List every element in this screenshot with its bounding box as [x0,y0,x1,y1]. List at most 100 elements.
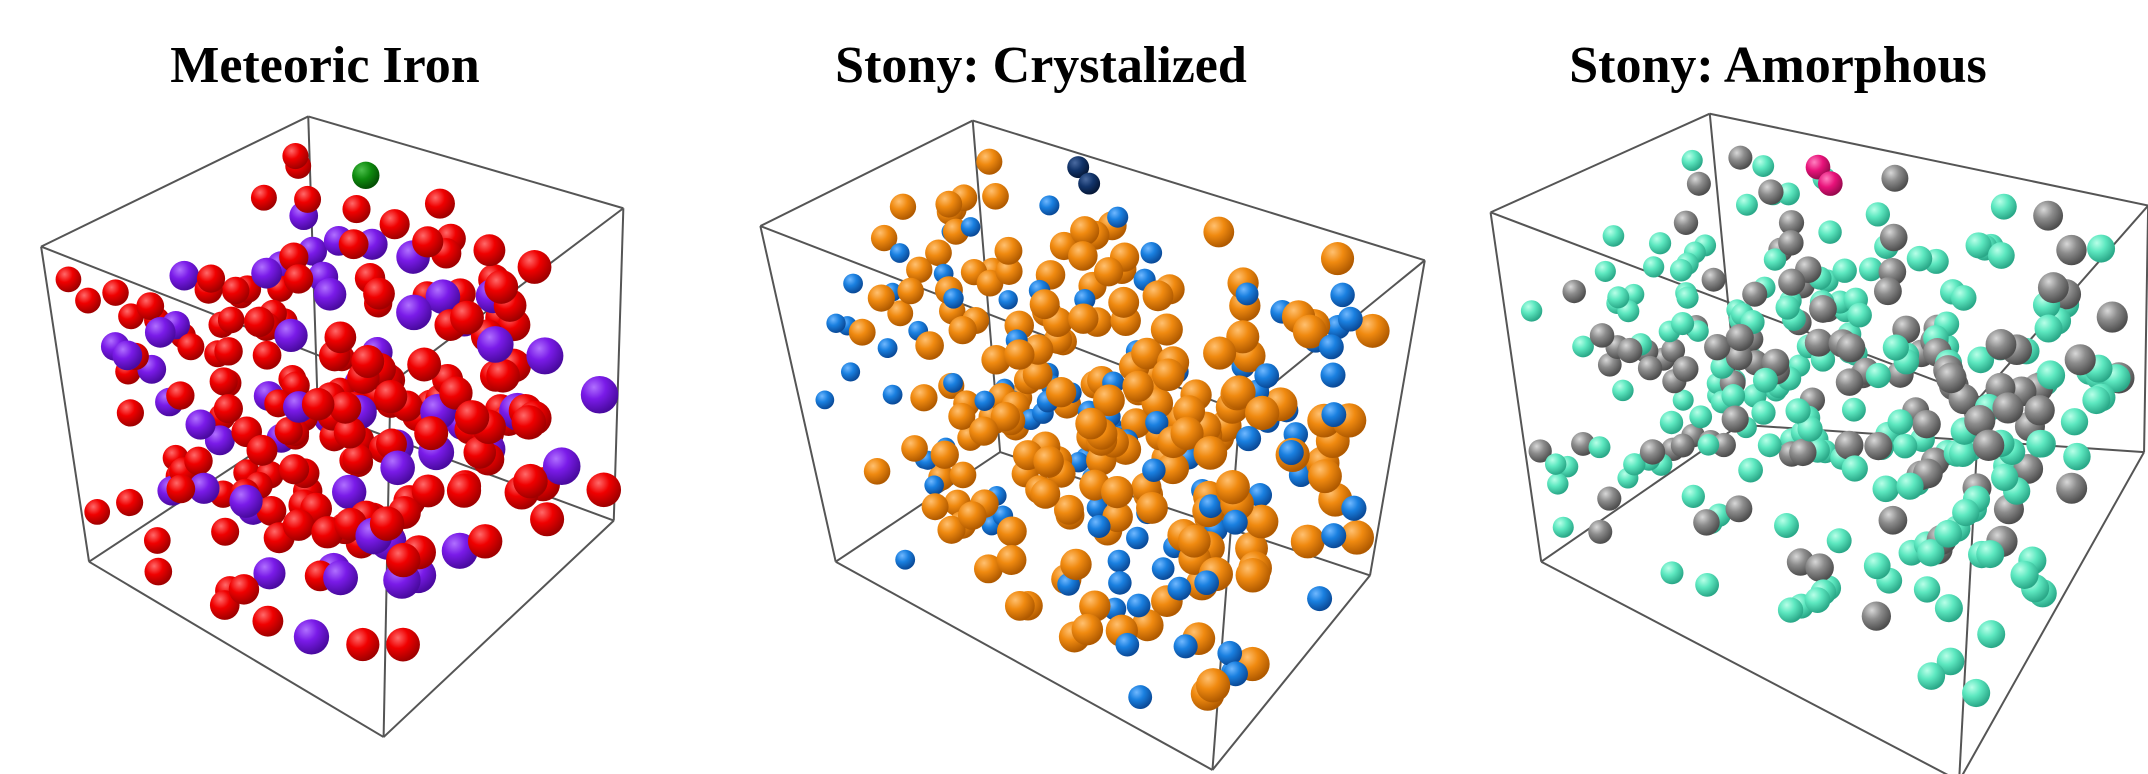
atom [1758,433,1782,457]
atom [1589,436,1611,458]
atom [184,447,213,476]
atom [982,183,1009,210]
atom [386,628,420,662]
atom [1194,570,1219,595]
atom [1992,392,2023,423]
atom [473,234,505,266]
atom [1126,527,1149,550]
atom [843,274,863,294]
atom [1836,333,1865,362]
atom [1753,368,1778,393]
atom [1966,232,1992,258]
atom [1321,523,1346,548]
atom [530,502,564,536]
figure: Meteoric Iron Stony: Crystalized Stony: … [0,0,2148,774]
atom [1670,259,1693,282]
atom [1588,520,1612,544]
atom [468,524,502,558]
atom [586,473,621,508]
atom [324,321,356,353]
atom [1046,377,1076,407]
atom [1308,459,1342,493]
atom [1039,195,1059,215]
atom [1976,540,2004,568]
atom [543,447,581,485]
atom [145,317,176,348]
atom [901,435,928,462]
atom [2026,430,2054,458]
atom [1866,202,1890,226]
atom [1640,439,1665,464]
atom [1320,363,1345,388]
atom [282,143,308,169]
atom [1872,475,1899,502]
atom [1936,363,1967,394]
atom [1108,287,1139,318]
atom [1789,439,1816,466]
atom [284,264,313,293]
atom [1835,431,1864,460]
atom [943,288,963,308]
atom [1862,602,1891,631]
atom [1951,285,1977,311]
atom [1203,337,1236,370]
panel-title: Meteoric Iron [170,37,480,94]
atom [1279,440,1304,465]
atom [1879,506,1908,535]
atom [1880,224,1908,252]
atom [1203,217,1234,248]
atom [1196,668,1230,702]
atom [2065,344,2096,375]
atom [1805,553,1833,581]
atom [1847,303,1872,328]
atom [897,278,923,304]
atom [2063,443,2090,470]
atom [1070,216,1099,245]
atom [1553,517,1574,538]
box-edge [308,116,623,208]
atom [1307,586,1332,611]
atom [1693,509,1720,536]
atom [414,416,448,450]
atom [1866,363,1891,388]
atom [1236,426,1261,451]
atom [1075,408,1107,440]
atom [1223,510,1248,535]
atom [380,209,410,239]
atom [849,319,876,346]
atom [1094,257,1123,286]
atom [1874,277,1902,305]
atom [56,267,82,293]
atom [526,337,563,374]
atom [1638,356,1662,380]
atom [1660,411,1683,434]
atom [890,194,916,220]
atom [484,270,518,304]
atom [581,376,619,414]
atom [1725,495,1752,522]
atom [1321,242,1354,275]
atom [218,307,245,334]
atom [976,149,1002,175]
atom [1031,479,1061,509]
atom [910,384,937,411]
atom [1341,496,1366,521]
atom [455,400,489,434]
atom [329,392,361,424]
atom [1671,434,1695,458]
atom [374,380,407,413]
atom [1896,473,1923,500]
atom [998,290,1017,309]
atom [211,518,239,546]
atom [1030,289,1060,319]
atom [302,388,335,421]
atom [1236,282,1259,305]
atom [244,307,274,337]
atom [1888,409,1913,434]
atom [922,493,949,520]
atom [274,319,307,352]
atom [116,489,143,516]
atom [1758,179,1783,204]
atom [1107,207,1128,228]
atom [1547,473,1568,494]
